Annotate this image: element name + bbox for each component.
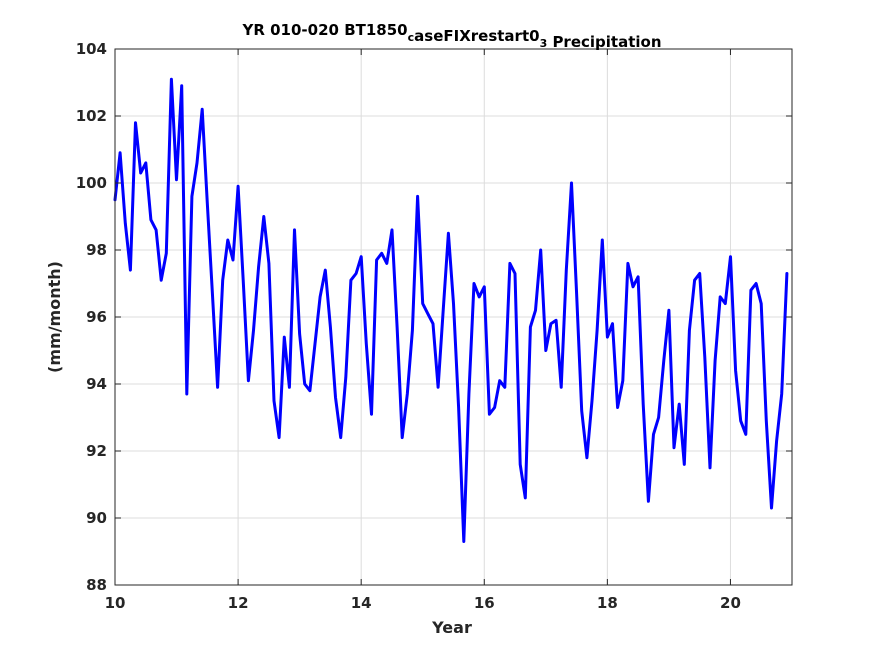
x-tick-label: 12: [228, 594, 249, 612]
y-tick-label: 96: [86, 308, 107, 326]
y-tick-label: 100: [76, 174, 107, 192]
x-tick-label: 14: [351, 594, 372, 612]
x-tick-label: 18: [597, 594, 618, 612]
x-tick-label: 20: [720, 594, 741, 612]
y-tick-label: 98: [86, 241, 107, 259]
title-subscript: 3: [540, 37, 548, 50]
x-tick-label: 10: [105, 594, 126, 612]
x-axis-label: Year: [431, 618, 472, 637]
x-tick-label: 16: [474, 594, 495, 612]
y-tick-label: 88: [86, 576, 107, 594]
title-segment: aseFIXrestart0: [414, 27, 539, 45]
data-series-group: [113, 77, 789, 543]
title-segment: YR 010-020 BT1850: [241, 21, 407, 39]
chart-title: YR 010-020 BT1850caseFIXrestart03 Precip…: [241, 21, 661, 51]
tick-marks: [114, 48, 792, 586]
y-tick-label: 90: [86, 509, 107, 527]
precipitation-series-line: [113, 77, 789, 543]
y-tick-label: 92: [86, 442, 107, 460]
title-subscript: c: [408, 31, 415, 44]
grid-lines: [115, 49, 792, 585]
y-tick-label: 102: [76, 107, 107, 125]
y-tick-labels: 88 90 92 94 96 98 100 102 104: [76, 40, 107, 594]
y-tick-label: 104: [76, 40, 107, 58]
y-axis-label: (mm/month): [45, 261, 64, 373]
y-tick-label: 94: [86, 375, 107, 393]
x-tick-labels: 10 12 14 16 18 20: [105, 594, 741, 612]
title-segment: Precipitation: [547, 33, 661, 51]
